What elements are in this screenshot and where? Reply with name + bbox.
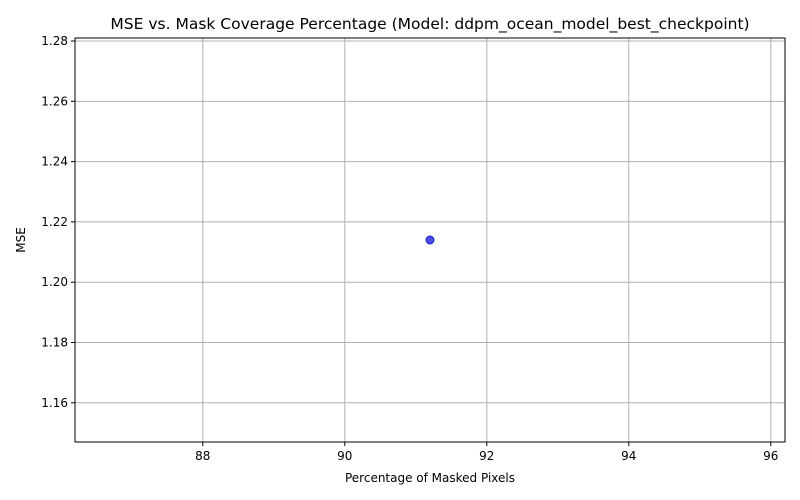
y-tick-label: 1.22: [41, 215, 68, 229]
x-axis-label: Percentage of Masked Pixels: [345, 471, 515, 485]
y-tick-label: 1.20: [41, 275, 68, 289]
plot-frame: [74, 37, 786, 443]
y-tick-label: 1.28: [41, 34, 68, 48]
scatter-point: [425, 235, 435, 245]
y-tick-label: 1.18: [41, 336, 68, 350]
y-axis-label: MSE: [14, 227, 28, 253]
y-tick-label: 1.26: [41, 94, 68, 108]
x-tick-label: 92: [479, 449, 494, 463]
x-tick-label: 94: [621, 449, 636, 463]
x-axis-ticks: 88 90 92 94 96: [195, 442, 778, 463]
chart-title: MSE vs. Mask Coverage Percentage (Model:…: [110, 15, 749, 34]
y-tick-label: 1.24: [41, 155, 68, 169]
x-tick-label: 96: [763, 449, 778, 463]
grid: [75, 38, 785, 442]
y-axis-ticks: 1.16 1.18 1.20 1.22 1.24 1.26 1.28: [41, 34, 75, 410]
x-tick-label: 90: [337, 449, 352, 463]
y-tick-label: 1.16: [41, 396, 68, 410]
data-points: [425, 235, 435, 245]
x-tick-label: 88: [195, 449, 210, 463]
